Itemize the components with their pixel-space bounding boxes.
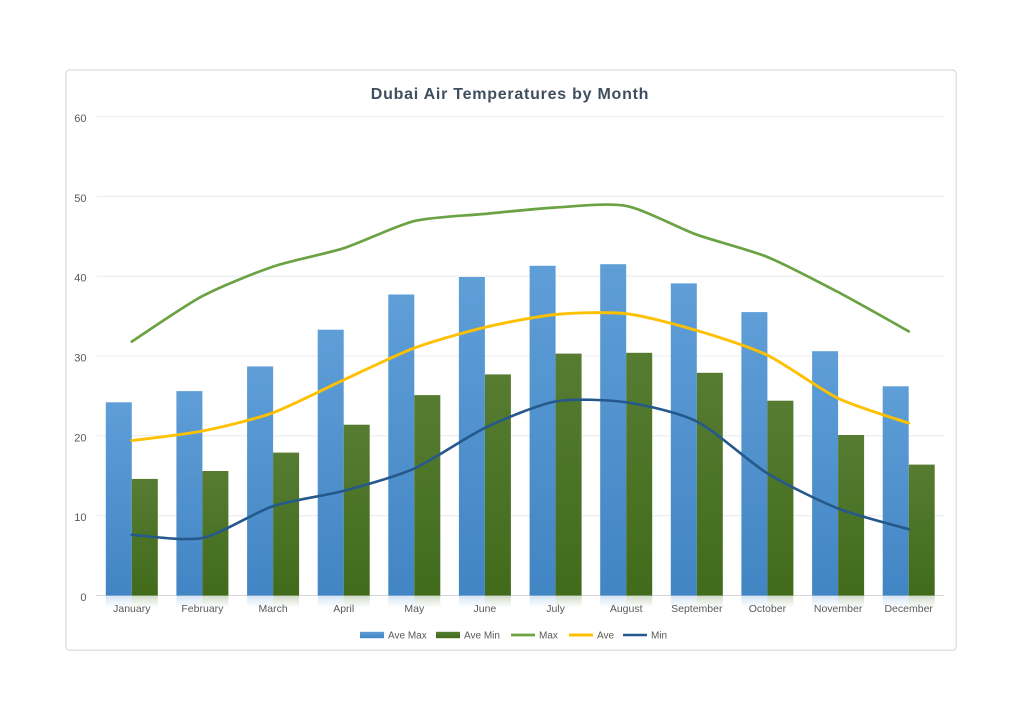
svg-text:Dubai Air Temperatures by Mont: Dubai Air Temperatures by Month xyxy=(371,86,649,103)
svg-text:30: 30 xyxy=(74,353,86,365)
svg-text:January: January xyxy=(113,603,151,615)
svg-text:August: August xyxy=(610,603,643,615)
svg-text:20: 20 xyxy=(74,432,86,444)
svg-text:March: March xyxy=(259,603,288,615)
svg-text:October: October xyxy=(749,603,787,615)
svg-text:April: April xyxy=(333,603,354,615)
svg-text:Ave Max: Ave Max xyxy=(388,631,427,642)
svg-text:50: 50 xyxy=(74,193,86,205)
svg-text:Max: Max xyxy=(539,631,558,642)
svg-text:September: September xyxy=(671,603,723,615)
svg-text:December: December xyxy=(884,603,933,615)
svg-text:40: 40 xyxy=(74,273,86,285)
svg-text:June: June xyxy=(474,603,497,615)
svg-text:10: 10 xyxy=(74,512,86,524)
svg-text:Ave: Ave xyxy=(597,631,614,642)
svg-text:Min: Min xyxy=(651,631,667,642)
svg-text:May: May xyxy=(404,603,425,615)
svg-text:November: November xyxy=(814,603,863,615)
svg-text:February: February xyxy=(181,603,224,615)
svg-text:0: 0 xyxy=(80,592,86,604)
svg-text:60: 60 xyxy=(74,113,86,125)
svg-text:July: July xyxy=(546,603,565,615)
svg-text:Ave Min: Ave Min xyxy=(464,631,500,642)
